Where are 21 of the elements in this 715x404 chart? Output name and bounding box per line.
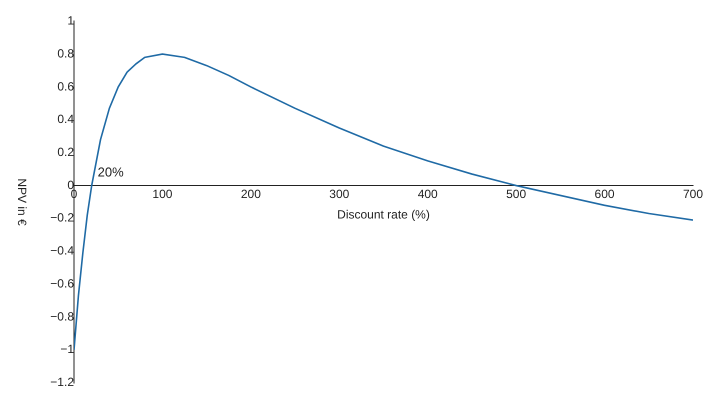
- x-tick-label: 400: [418, 187, 438, 202]
- x-tick-label: 300: [329, 187, 350, 202]
- x-tick-label: 600: [594, 187, 615, 202]
- annotation: 20%: [98, 164, 124, 180]
- y-tick-label: 0.2: [57, 145, 74, 160]
- y-tick-label: −1.2: [50, 375, 74, 390]
- y-tick-label: −0.4: [50, 244, 74, 258]
- y-tick-label: 1: [67, 14, 74, 28]
- x-tick-label: 500: [506, 187, 526, 202]
- y-tick-label: −0.8: [50, 309, 74, 324]
- y-axis-title: NPV in €: [14, 178, 29, 226]
- y-tick-label: 0.8: [57, 46, 74, 60]
- x-tick-label: 200: [240, 187, 262, 202]
- x-axis-title: Discount rate (%): [337, 207, 430, 222]
- x-tick-label: 700: [682, 187, 704, 202]
- y-tick-label: −1: [60, 342, 74, 356]
- y-tick-label: −0.2: [50, 210, 74, 225]
- y-tick-label: −0.6: [50, 276, 74, 290]
- y-tick-label: 0.6: [57, 79, 74, 94]
- x-tick-label: 100: [152, 187, 173, 202]
- y-tick-label: 0.4: [57, 112, 74, 126]
